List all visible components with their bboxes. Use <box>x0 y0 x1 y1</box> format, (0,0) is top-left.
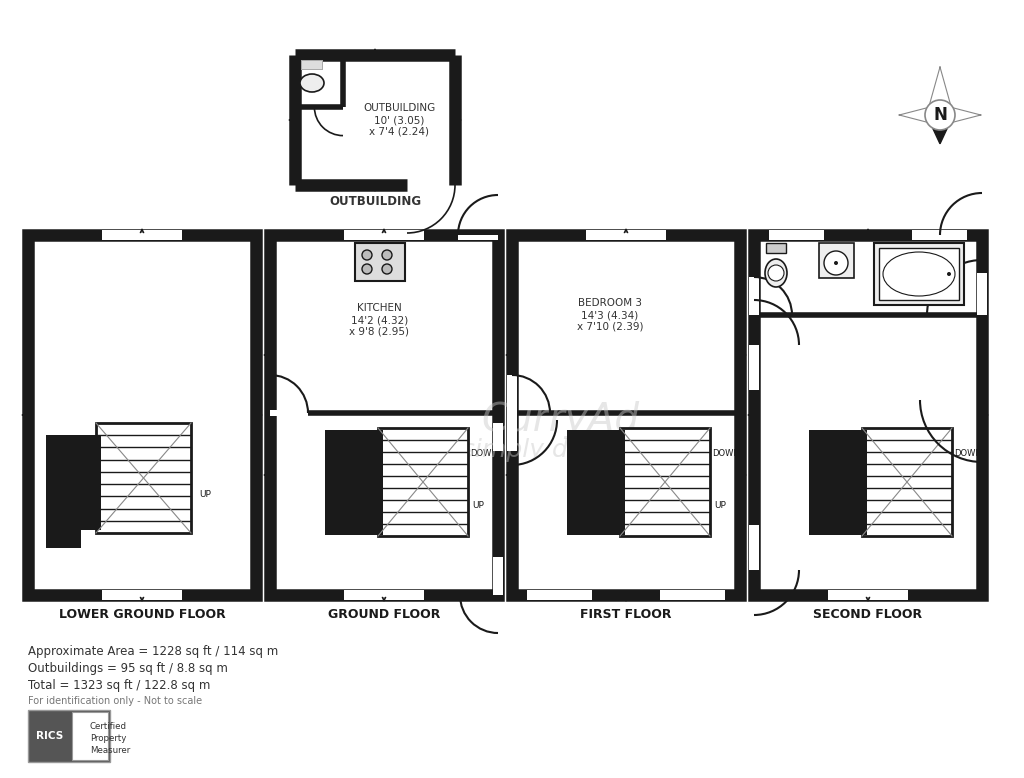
Text: UP: UP <box>714 501 726 510</box>
Text: DOWN: DOWN <box>712 448 740 457</box>
Text: DOWN: DOWN <box>954 448 982 457</box>
Text: SITTING ROOM
14'2 (4.32)
x 11'9 (3.58): SITTING ROOM 14'2 (4.32) x 11'9 (3.58) <box>330 482 407 514</box>
Bar <box>46 435 101 530</box>
Text: SECOND FLOOR: SECOND FLOOR <box>813 608 923 622</box>
Bar <box>344 590 424 600</box>
Bar <box>301 60 323 70</box>
Text: DOWN: DOWN <box>470 448 498 457</box>
Bar <box>862 428 952 536</box>
Text: Outbuildings = 95 sq ft / 8.8 sq m: Outbuildings = 95 sq ft / 8.8 sq m <box>28 662 228 675</box>
Bar <box>72 712 108 760</box>
Ellipse shape <box>883 252 955 296</box>
Bar <box>344 230 424 240</box>
Bar <box>754 235 982 595</box>
Text: Certified
Property
Measurer: Certified Property Measurer <box>90 722 130 755</box>
Text: BEDROOM 1
14'2 (4.32)
x 10'1 (3.07): BEDROOM 1 14'2 (4.32) x 10'1 (3.07) <box>577 482 643 514</box>
Text: CELLAR
21'2 (6.45)
x 13'10 (4.22): CELLAR 21'2 (6.45) x 13'10 (4.22) <box>117 482 190 514</box>
Bar <box>46 530 81 548</box>
Circle shape <box>768 265 784 281</box>
Bar <box>977 273 987 315</box>
Bar <box>493 557 503 595</box>
Text: OUTBUILDING: OUTBUILDING <box>329 194 421 208</box>
Text: BEDROOM 2
13'10 (4.22)
x 10' (3.05): BEDROOM 2 13'10 (4.22) x 10' (3.05) <box>820 452 884 485</box>
Circle shape <box>382 250 392 260</box>
Polygon shape <box>940 104 981 125</box>
Ellipse shape <box>300 74 324 92</box>
Circle shape <box>925 100 955 130</box>
Bar <box>270 410 308 416</box>
Bar <box>809 430 867 535</box>
Bar <box>828 590 908 600</box>
Circle shape <box>362 250 372 260</box>
Bar <box>325 430 383 535</box>
Bar <box>102 230 182 240</box>
Bar <box>378 428 468 536</box>
Bar <box>102 590 182 600</box>
Text: LOWER GROUND FLOOR: LOWER GROUND FLOOR <box>58 608 225 622</box>
Bar <box>28 710 110 762</box>
Bar <box>507 413 517 451</box>
Polygon shape <box>899 104 940 125</box>
Text: N: N <box>933 106 947 124</box>
Circle shape <box>824 251 848 275</box>
Bar <box>879 248 959 300</box>
Bar <box>912 230 967 240</box>
Text: For identification only - Not to scale: For identification only - Not to scale <box>28 696 202 706</box>
Bar <box>749 345 759 390</box>
Circle shape <box>947 272 951 276</box>
Text: RICS: RICS <box>37 731 63 741</box>
Text: BEDROOM 3
14'3 (4.34)
x 7'10 (2.39): BEDROOM 3 14'3 (4.34) x 7'10 (2.39) <box>577 299 643 331</box>
Polygon shape <box>927 67 953 115</box>
Bar <box>270 235 498 595</box>
Polygon shape <box>927 115 953 144</box>
Bar <box>458 235 498 240</box>
Bar <box>766 243 786 253</box>
Text: KITCHEN
14'2 (4.32)
x 9'8 (2.95): KITCHEN 14'2 (4.32) x 9'8 (2.95) <box>349 303 410 337</box>
Bar <box>493 423 503 451</box>
Text: FIRST FLOOR: FIRST FLOOR <box>581 608 672 622</box>
Bar <box>766 243 786 253</box>
Bar <box>355 243 406 281</box>
Bar <box>527 590 592 600</box>
Bar <box>586 230 666 240</box>
Bar <box>620 428 710 536</box>
Text: CurryAd: CurryAd <box>481 401 639 439</box>
Bar <box>819 243 854 278</box>
Text: UP: UP <box>199 490 211 499</box>
Bar <box>28 235 256 595</box>
Bar <box>567 430 625 535</box>
Text: Total = 1323 sq ft / 122.8 sq m: Total = 1323 sq ft / 122.8 sq m <box>28 679 210 692</box>
Text: UP: UP <box>472 501 484 510</box>
Bar <box>512 235 740 595</box>
Bar <box>96 423 191 533</box>
Ellipse shape <box>765 259 787 287</box>
Bar <box>660 590 725 600</box>
Circle shape <box>362 264 372 274</box>
Text: Approximate Area = 1228 sq ft / 114 sq m: Approximate Area = 1228 sq ft / 114 sq m <box>28 645 279 658</box>
Circle shape <box>382 264 392 274</box>
Bar <box>749 277 759 315</box>
Bar <box>302 61 322 69</box>
Bar <box>769 230 824 240</box>
Bar <box>874 243 964 305</box>
Text: simply different: simply different <box>462 438 658 462</box>
Text: OUTBUILDING
10' (3.05)
x 7'4 (2.24): OUTBUILDING 10' (3.05) x 7'4 (2.24) <box>362 103 435 137</box>
Bar <box>749 525 759 570</box>
Circle shape <box>834 261 838 265</box>
Text: GROUND FLOOR: GROUND FLOOR <box>328 608 440 622</box>
Bar <box>507 375 517 420</box>
